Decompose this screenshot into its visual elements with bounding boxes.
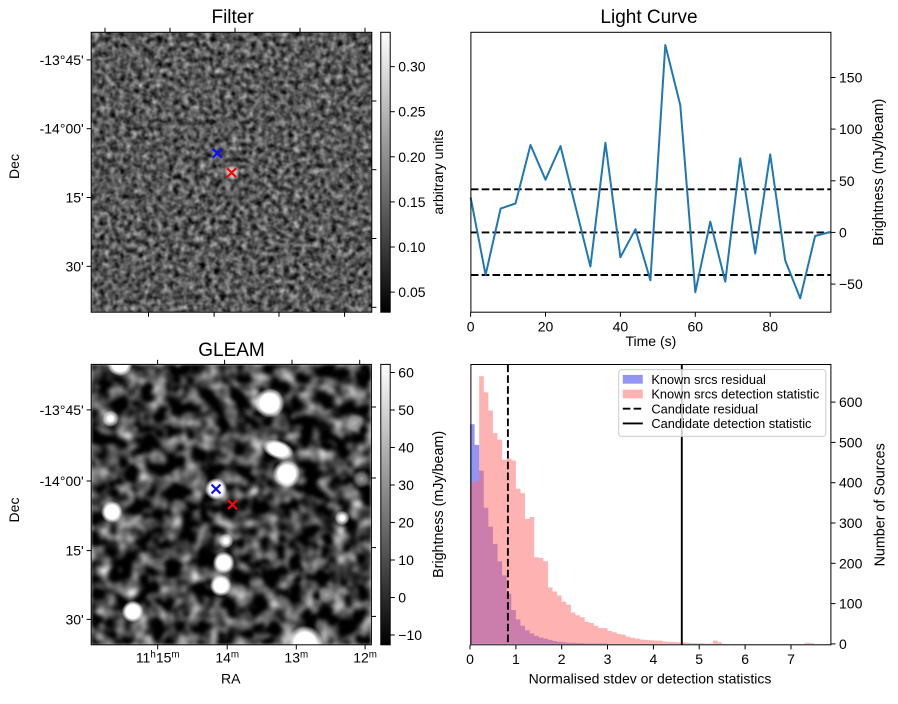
svg-text:Light Curve: Light Curve xyxy=(600,7,697,28)
svg-text:-13°45': -13°45' xyxy=(40,402,84,418)
svg-text:30: 30 xyxy=(398,477,414,493)
svg-text:200: 200 xyxy=(839,555,863,571)
svg-text:100: 100 xyxy=(839,596,863,612)
svg-text:0: 0 xyxy=(466,651,474,667)
svg-text:11h15m: 11h15m xyxy=(136,650,180,666)
svg-text:0: 0 xyxy=(839,224,847,240)
svg-text:Known srcs residual: Known srcs residual xyxy=(651,372,766,387)
svg-text:80: 80 xyxy=(762,318,778,334)
svg-text:GLEAM: GLEAM xyxy=(198,340,265,361)
svg-text:100: 100 xyxy=(839,121,863,137)
svg-text:RA: RA xyxy=(221,670,241,686)
svg-text:0.30: 0.30 xyxy=(398,59,425,75)
svg-text:0.25: 0.25 xyxy=(398,104,425,120)
svg-text:150: 150 xyxy=(839,70,863,86)
svg-text:5: 5 xyxy=(695,651,703,667)
svg-text:20: 20 xyxy=(398,515,414,531)
svg-text:4: 4 xyxy=(650,651,658,667)
svg-text:Candidate residual: Candidate residual xyxy=(651,401,758,416)
svg-text:0.10: 0.10 xyxy=(398,239,425,255)
svg-text:20: 20 xyxy=(538,318,554,334)
svg-text:50: 50 xyxy=(398,402,414,418)
svg-text:7: 7 xyxy=(787,651,795,667)
svg-text:-13°45': -13°45' xyxy=(40,52,84,68)
svg-text:300: 300 xyxy=(839,515,863,531)
svg-text:Dec: Dec xyxy=(6,154,22,179)
svg-text:15': 15' xyxy=(65,543,83,559)
svg-text:Number of Sources: Number of Sources xyxy=(873,443,889,566)
svg-text:3: 3 xyxy=(604,651,612,667)
svg-text:-14°00': -14°00' xyxy=(40,121,84,137)
svg-text:0: 0 xyxy=(839,636,847,652)
svg-text:Time (s): Time (s) xyxy=(625,333,676,349)
svg-text:0.05: 0.05 xyxy=(398,284,425,300)
svg-text:Brightness (mJy/beam): Brightness (mJy/beam) xyxy=(431,431,447,578)
svg-text:2: 2 xyxy=(558,651,566,667)
svg-text:0.15: 0.15 xyxy=(398,194,425,210)
svg-text:6: 6 xyxy=(741,651,749,667)
svg-text:15': 15' xyxy=(65,190,83,206)
svg-text:1: 1 xyxy=(512,651,520,667)
svg-text:10: 10 xyxy=(398,552,414,568)
svg-text:-14°00': -14°00' xyxy=(40,473,84,489)
svg-text:−50: −50 xyxy=(839,276,863,292)
svg-text:Brightness (mJy/beam): Brightness (mJy/beam) xyxy=(871,99,887,246)
svg-text:0: 0 xyxy=(398,590,406,606)
svg-text:Candidate detection statistic: Candidate detection statistic xyxy=(651,416,812,431)
svg-text:60: 60 xyxy=(398,365,414,381)
svg-text:40: 40 xyxy=(613,318,629,334)
svg-text:400: 400 xyxy=(839,475,863,491)
svg-text:30': 30' xyxy=(65,258,83,274)
svg-text:50: 50 xyxy=(839,173,855,189)
svg-text:0: 0 xyxy=(467,318,475,334)
svg-text:60: 60 xyxy=(688,318,704,334)
svg-text:arbitrary units: arbitrary units xyxy=(430,130,446,215)
svg-text:0.20: 0.20 xyxy=(398,149,425,165)
svg-text:Normalised stdev or detection: Normalised stdev or detection statistics xyxy=(529,670,772,686)
svg-text:40: 40 xyxy=(398,440,414,456)
svg-text:Known srcs detection statistic: Known srcs detection statistic xyxy=(651,387,819,402)
svg-text:600: 600 xyxy=(839,394,863,410)
svg-text:500: 500 xyxy=(839,434,863,450)
svg-text:Filter: Filter xyxy=(211,7,254,28)
svg-text:−10: −10 xyxy=(398,627,422,643)
svg-text:Dec: Dec xyxy=(6,498,22,523)
svg-text:30': 30' xyxy=(65,611,83,627)
